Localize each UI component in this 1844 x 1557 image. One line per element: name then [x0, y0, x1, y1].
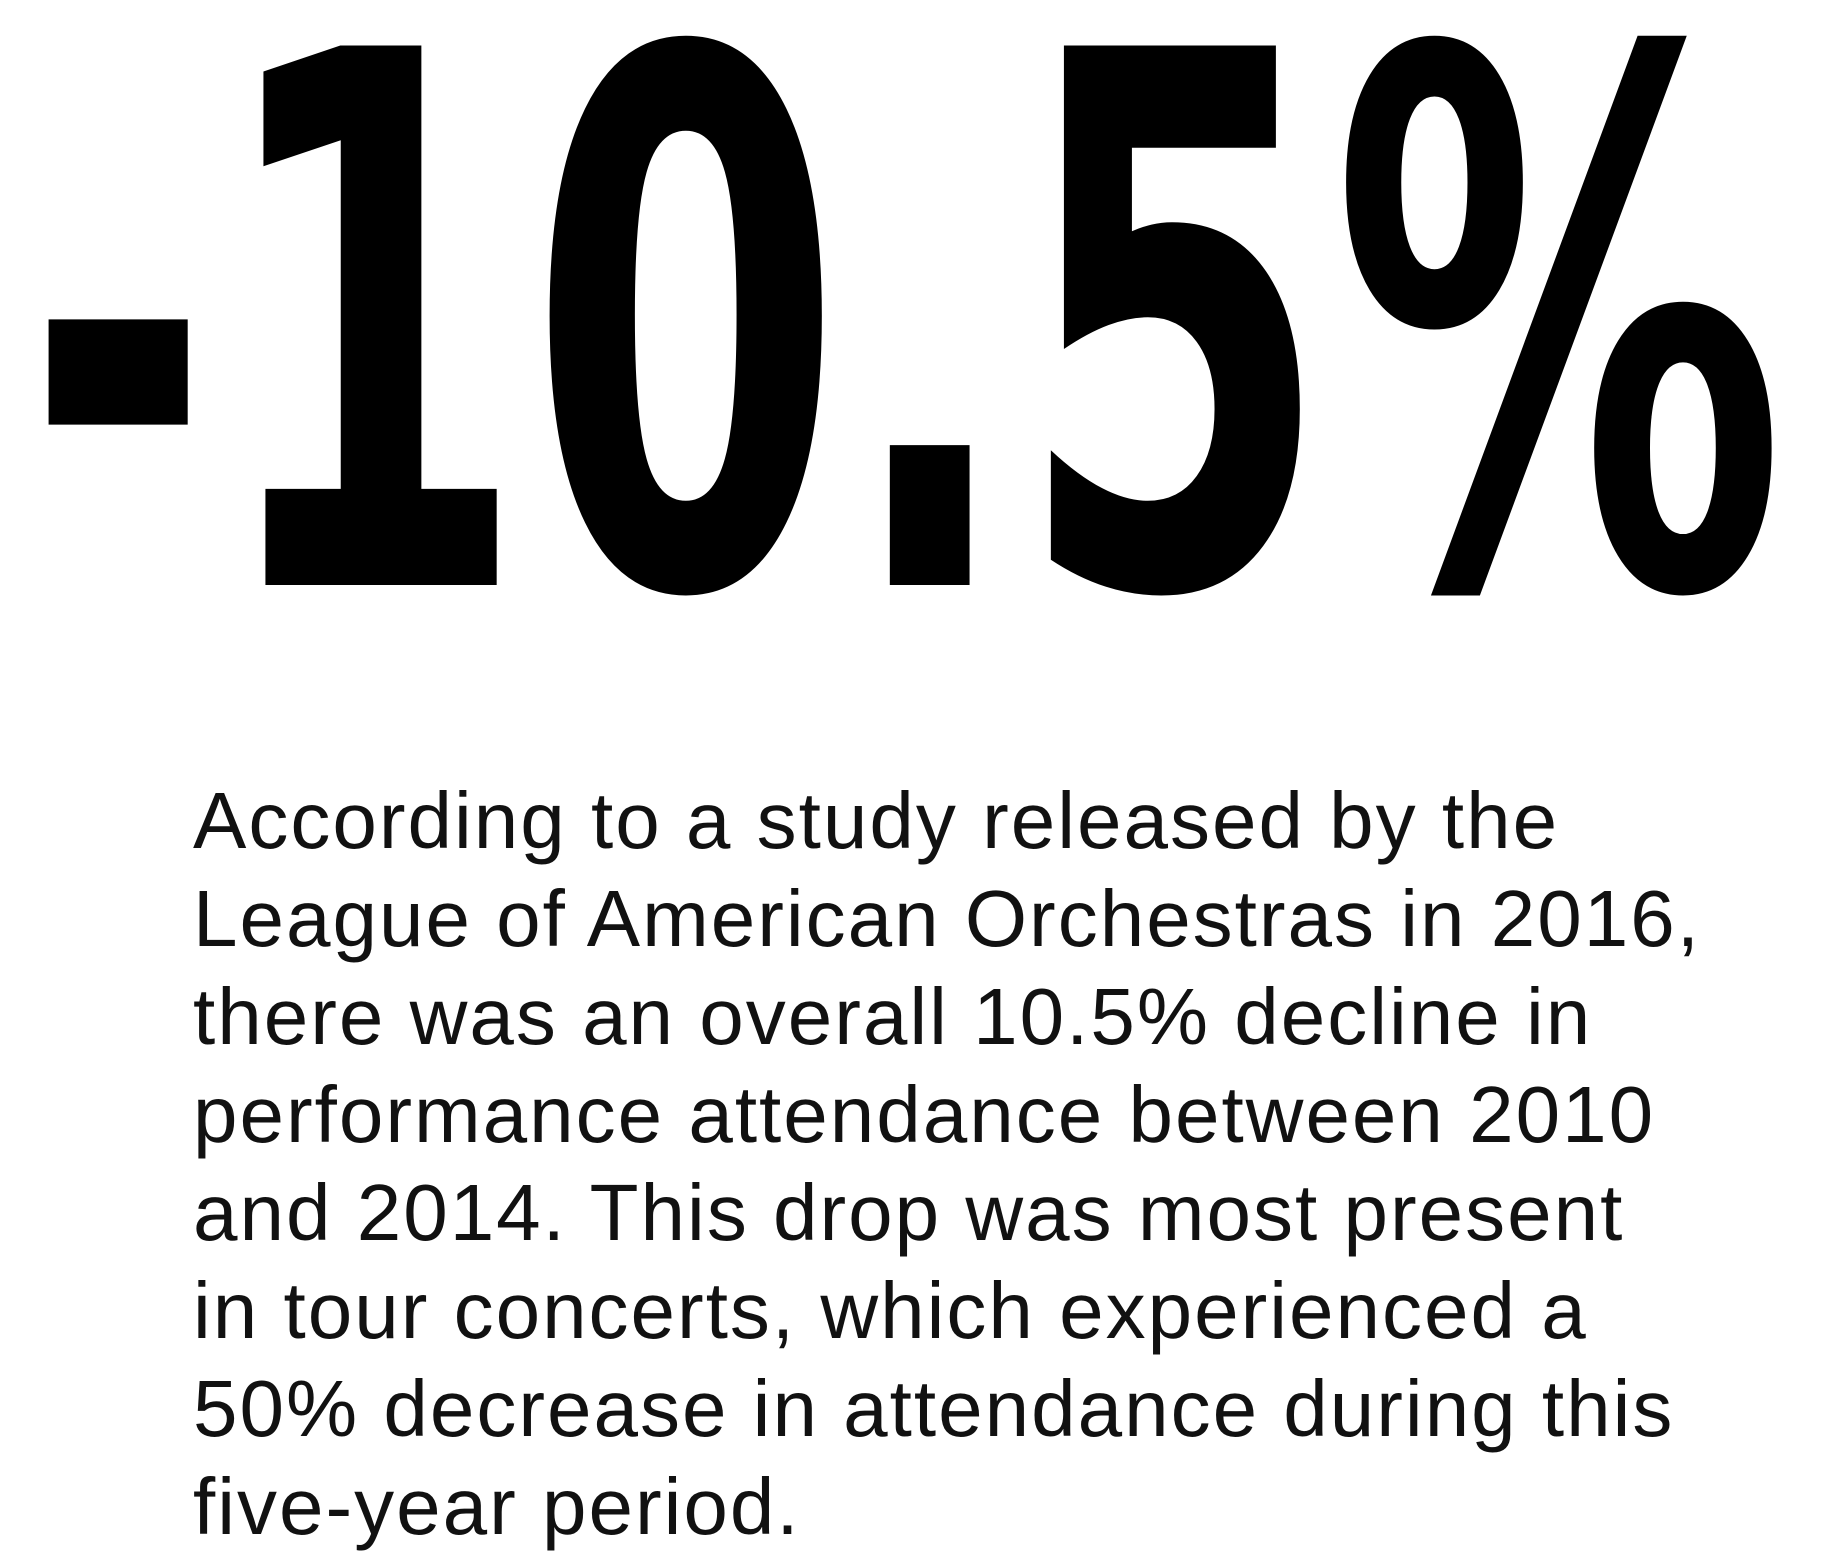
body-line: five-year period.: [193, 1462, 801, 1551]
body-line: and 2014. This drop was most present: [193, 1168, 1625, 1257]
body-line: League of American Orchestras in 2016,: [193, 874, 1701, 963]
body-text: According to a study released by the Leag…: [193, 772, 1833, 1556]
body-line: performance attendance between 2010: [193, 1070, 1656, 1159]
headline: -10.5%: [24, 0, 1786, 640]
body-line: According to a study released by the: [193, 776, 1560, 865]
body-line: in tour concerts, which experienced a: [193, 1266, 1588, 1355]
body-line: 50% decrease in attendance during this: [193, 1364, 1675, 1453]
headline-figure: -10.5%: [24, 0, 1786, 640]
body-line: there was an overall 10.5% decline in: [193, 972, 1593, 1061]
